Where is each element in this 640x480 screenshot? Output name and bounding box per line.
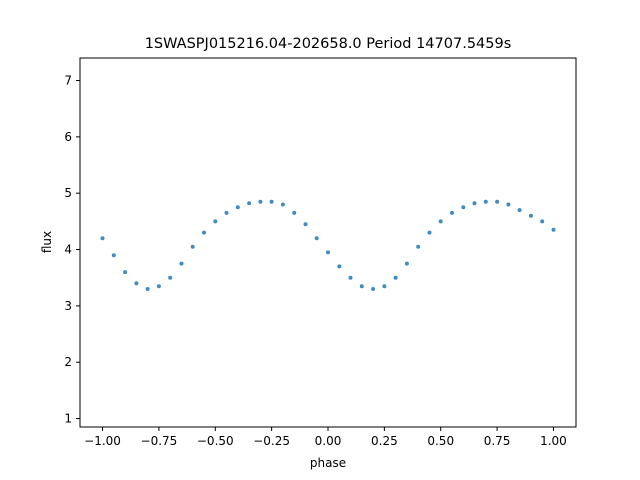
y-axis-ticks: 1 2 3 4 5 6 7 [64,74,80,426]
x-tick-label: −1.00 [84,434,121,448]
data-point [551,227,556,232]
data-point [517,208,522,213]
data-point [495,199,500,204]
data-point [134,281,139,286]
data-point [427,230,432,235]
x-tick-label: 0.25 [371,434,398,448]
data-point [145,287,150,291]
data-point [371,287,376,291]
data-point [224,210,229,215]
x-tick-label: 0.00 [315,434,342,448]
data-point [190,244,195,249]
data-point [168,275,173,280]
data-point [258,199,263,204]
data-point [483,199,488,204]
data-point [337,264,342,269]
data-point [528,213,533,218]
y-tick-label: 4 [64,243,72,257]
data-point [450,210,454,215]
data-point [393,275,398,280]
data-point [156,284,161,289]
data-point [506,202,511,207]
y-tick-label: 6 [64,130,72,144]
data-point [280,202,285,207]
data-point [303,222,308,227]
data-point [111,253,116,258]
y-axis-label: flux [40,231,54,253]
data-point [472,201,477,206]
data-point [461,205,466,210]
data-point [438,219,443,224]
y-tick-label: 3 [64,299,72,313]
data-point [123,270,128,275]
data-points [100,199,556,291]
data-point [235,205,240,210]
chart-title: 1SWASPJ015216.04-202658.0 Period 14707.5… [145,36,512,52]
x-tick-label: 1.00 [540,434,567,448]
data-point [348,275,353,280]
data-point [540,219,545,224]
data-point [100,236,105,241]
y-tick-label: 5 [64,186,72,200]
data-point [326,250,330,255]
x-axis-label: phase [310,456,346,470]
x-tick-label: −0.25 [253,434,290,448]
data-point [314,236,319,241]
x-tick-label: −0.50 [197,434,234,448]
y-tick-label: 2 [64,355,72,369]
x-axis-ticks: −1.00 −0.75 −0.50 −0.25 0.00 0.25 0.50 0.75 1.00 [84,427,567,448]
data-point [179,261,184,266]
data-point [416,244,421,249]
data-point [382,284,387,289]
data-point [404,261,409,266]
y-tick-label: 1 [64,412,72,426]
x-tick-label: 0.75 [484,434,511,448]
data-point [292,210,297,215]
x-tick-label: −0.75 [141,434,178,448]
data-point [269,199,274,204]
y-tick-label: 7 [64,74,72,88]
data-point [202,230,206,235]
plot-frame [79,57,577,428]
data-point [359,284,364,289]
data-point [213,219,218,224]
x-tick-label: 0.50 [427,434,454,448]
data-point [247,201,252,206]
